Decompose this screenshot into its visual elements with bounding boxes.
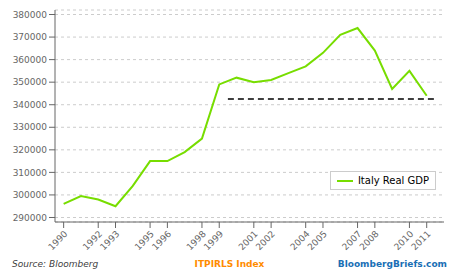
svg-text:2001: 2001 — [236, 228, 260, 253]
svg-text:2002: 2002 — [254, 229, 277, 252]
svg-text:1992: 1992 — [80, 228, 105, 253]
svg-text:1990: 1990 — [46, 229, 69, 252]
svg-text:1998: 1998 — [184, 228, 208, 253]
svg-text:310000: 310000 — [13, 168, 48, 178]
svg-text:340000: 340000 — [13, 100, 48, 110]
svg-text:2010: 2010 — [392, 228, 416, 253]
svg-text:350000: 350000 — [13, 77, 48, 87]
html-text:Italy Real GDP: Italy Real GDP — [357, 175, 429, 186]
svg-text:290000: 290000 — [13, 213, 48, 223]
html-text:Source: Bloomberg: Source: Bloomberg — [12, 259, 99, 269]
svg-text:320000: 320000 — [13, 145, 48, 155]
svg-text:1995: 1995 — [132, 228, 156, 253]
svg-text:2004: 2004 — [288, 228, 312, 253]
svg-text:370000: 370000 — [13, 32, 48, 42]
svg-text:2007: 2007 — [340, 228, 364, 253]
svg-text:2005: 2005 — [306, 229, 329, 252]
svg-text:360000: 360000 — [13, 55, 48, 65]
svg-text:1999: 1999 — [202, 229, 225, 252]
svg-text:1993: 1993 — [98, 229, 121, 252]
html-text:BloombergBriefs.com: BloombergBriefs.com — [337, 259, 447, 269]
svg-text:2008: 2008 — [358, 229, 381, 252]
html-text:ITPIRLS Index: ITPIRLS Index — [194, 259, 265, 269]
svg-text:2011: 2011 — [409, 229, 432, 252]
svg-text:1996: 1996 — [150, 229, 173, 252]
svg-text:300000: 300000 — [13, 190, 48, 200]
svg-text:380000: 380000 — [13, 10, 48, 20]
svg-text:330000: 330000 — [13, 122, 48, 132]
